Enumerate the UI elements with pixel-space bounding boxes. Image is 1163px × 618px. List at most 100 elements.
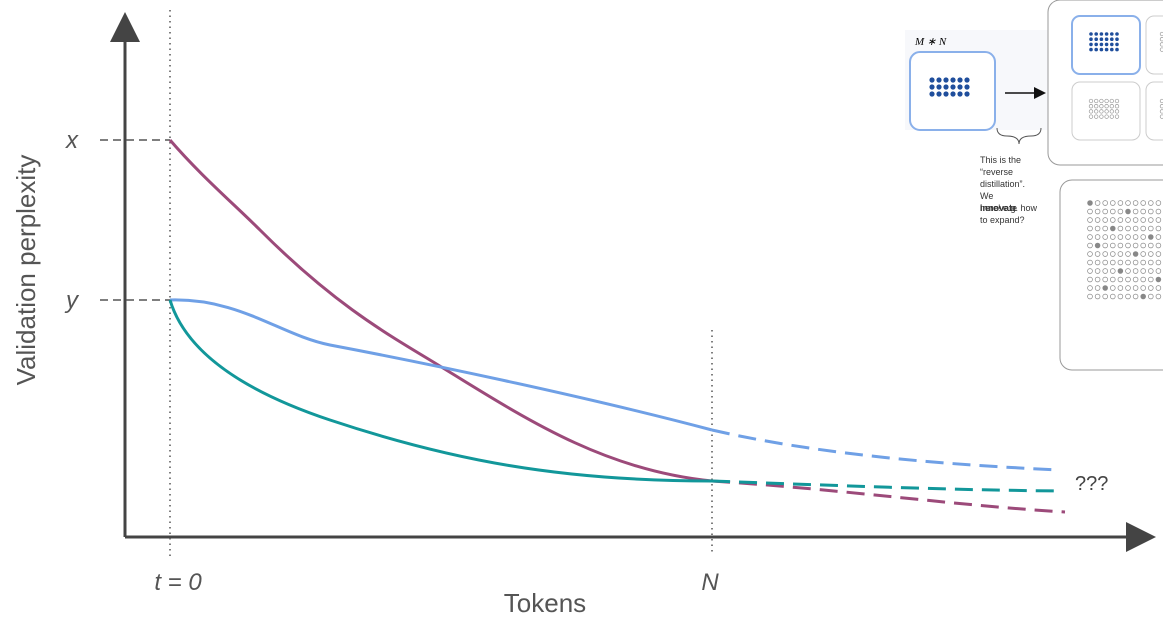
dot xyxy=(1105,32,1109,36)
dot xyxy=(1110,218,1115,223)
dot xyxy=(1095,209,1100,214)
dot xyxy=(1100,37,1104,41)
dot xyxy=(1133,201,1138,206)
note-line: here! e.g. how xyxy=(980,203,1038,213)
diagram: Validation perplexity Tokens x y t = 0 N… xyxy=(0,0,1163,618)
dot xyxy=(1115,32,1119,36)
dot xyxy=(1133,209,1138,214)
dot xyxy=(957,77,962,82)
dot xyxy=(1110,201,1115,206)
dot xyxy=(1126,277,1131,282)
dot xyxy=(1088,218,1093,223)
dot xyxy=(1100,32,1104,36)
dot xyxy=(1110,104,1114,108)
dot xyxy=(1103,260,1108,265)
dot xyxy=(1103,209,1108,214)
dot xyxy=(1088,235,1093,240)
dot xyxy=(1105,43,1109,47)
dot xyxy=(1156,218,1161,223)
dot xyxy=(929,84,934,89)
dot xyxy=(1100,104,1104,108)
dot xyxy=(1110,235,1115,240)
dot xyxy=(1094,104,1098,108)
dot xyxy=(950,91,955,96)
dot xyxy=(1103,243,1108,248)
dot xyxy=(1148,252,1153,257)
dot xyxy=(957,84,962,89)
dot xyxy=(1118,218,1123,223)
dot xyxy=(1094,48,1098,52)
dot xyxy=(1094,37,1098,41)
dot xyxy=(950,84,955,89)
dot xyxy=(1088,209,1093,214)
brace xyxy=(997,128,1041,144)
n-mark: N xyxy=(701,569,719,596)
dot xyxy=(1095,260,1100,265)
dot xyxy=(1156,294,1161,299)
dot xyxy=(1103,252,1108,257)
dot xyxy=(936,84,941,89)
dot xyxy=(1115,115,1119,119)
dot xyxy=(1110,209,1115,214)
dot xyxy=(1156,269,1161,274)
dot xyxy=(1126,260,1131,265)
curve-purple xyxy=(170,140,712,481)
dot xyxy=(1118,226,1123,231)
dot xyxy=(1110,277,1115,282)
dot xyxy=(943,77,948,82)
dot xyxy=(1110,226,1115,231)
dot xyxy=(1089,37,1093,41)
dot xyxy=(1089,110,1093,114)
dot xyxy=(1148,226,1153,231)
dot xyxy=(1110,243,1115,248)
dot xyxy=(1110,252,1115,257)
dot xyxy=(1133,218,1138,223)
dot xyxy=(1141,209,1146,214)
dot xyxy=(1094,99,1098,103)
dot xyxy=(1156,235,1161,240)
dot xyxy=(1115,43,1119,47)
dot xyxy=(1156,286,1161,291)
curve-blue xyxy=(170,300,712,430)
dot xyxy=(1156,209,1161,214)
dot xyxy=(1148,260,1153,265)
dot xyxy=(1148,294,1153,299)
dot xyxy=(1089,99,1093,103)
dot xyxy=(1141,277,1146,282)
dot xyxy=(1115,110,1119,114)
dot xyxy=(1089,48,1093,52)
dot xyxy=(1103,218,1108,223)
dot xyxy=(1110,286,1115,291)
curve-teal-ext xyxy=(712,481,1062,491)
dot xyxy=(1118,286,1123,291)
dot xyxy=(1141,226,1146,231)
dot xyxy=(1088,277,1093,282)
dot xyxy=(1133,260,1138,265)
dot xyxy=(1095,286,1100,291)
dot xyxy=(1088,252,1093,257)
dot xyxy=(1088,243,1093,248)
dot xyxy=(929,77,934,82)
dot xyxy=(1118,294,1123,299)
note-line: distillation”. xyxy=(980,179,1025,189)
dot xyxy=(929,91,934,96)
dot xyxy=(1156,277,1161,282)
dot xyxy=(1095,294,1100,299)
dot xyxy=(1105,48,1109,52)
dot xyxy=(1156,226,1161,231)
dot xyxy=(1110,32,1114,36)
dot xyxy=(1133,277,1138,282)
note-line: This is the xyxy=(980,155,1021,165)
dot xyxy=(1126,226,1131,231)
sparse-panel xyxy=(1060,180,1163,370)
dot xyxy=(1105,99,1109,103)
dot xyxy=(1110,99,1114,103)
dot xyxy=(1133,243,1138,248)
dot xyxy=(1118,209,1123,214)
y-axis-label: Validation perplexity xyxy=(11,155,41,386)
dot xyxy=(1089,104,1093,108)
dot xyxy=(1148,286,1153,291)
dot xyxy=(1141,201,1146,206)
dot xyxy=(1089,32,1093,36)
curve-purple-ext xyxy=(712,481,1065,512)
